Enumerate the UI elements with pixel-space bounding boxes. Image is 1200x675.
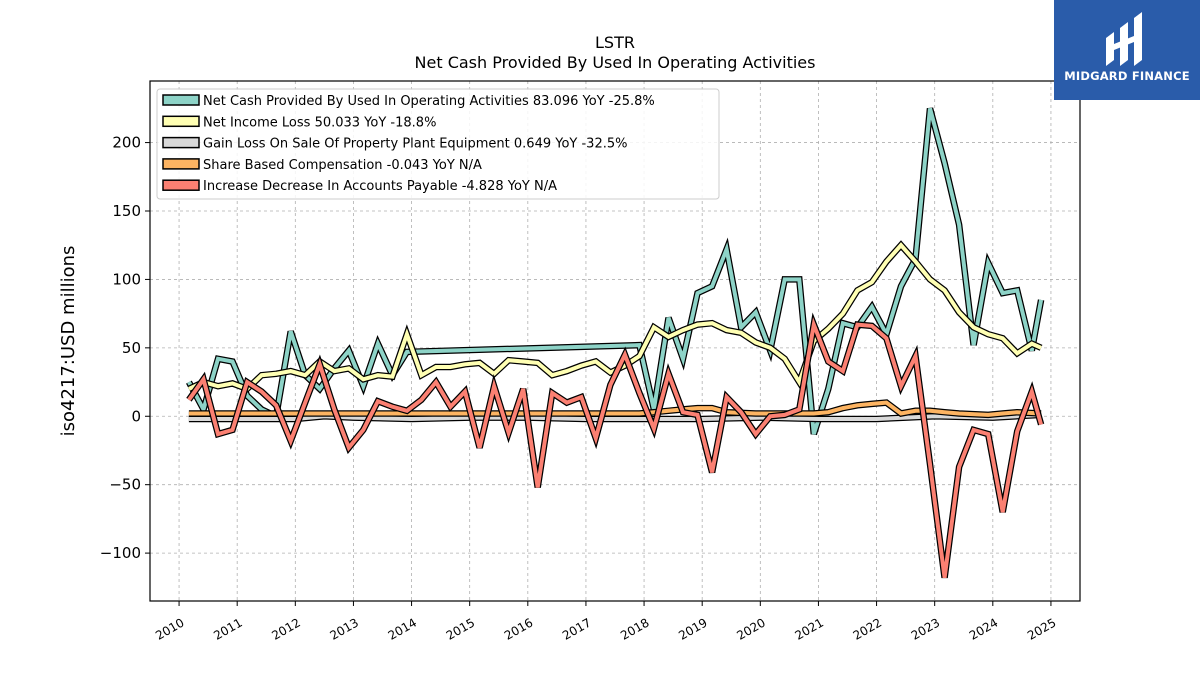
legend-swatch-4: [162, 179, 200, 191]
brand-logo: MIDGARD FINANCE: [1054, 0, 1200, 100]
series-group: [186, 107, 1045, 579]
y-tick-label: −50: [109, 476, 141, 494]
legend-label-4: Increase Decrease In Accounts Payable -4…: [203, 179, 557, 194]
y-tick-label: 100: [112, 270, 141, 288]
y-tick-label: −100: [100, 544, 141, 562]
legend-label-3: Share Based Compensation -0.043 YoY N/A: [203, 158, 482, 173]
midgard-logo-icon: [1106, 12, 1142, 66]
y-axis: −100 −50 0 50 100 150 200: [100, 134, 150, 562]
legend-label-2: Gain Loss On Sale Of Property Plant Equi…: [203, 137, 627, 152]
y-tick-label: 50: [122, 339, 141, 357]
legend-swatch-1: [162, 115, 200, 128]
legend-swatch-2: [162, 136, 200, 149]
legend-label-1: Net Income Loss 50.033 YoY -18.8%: [203, 115, 436, 130]
chart-subtitle: Net Cash Provided By Used In Operating A…: [415, 53, 816, 72]
y-tick-label: 150: [112, 202, 141, 220]
brand-name: MIDGARD FINANCE: [1064, 69, 1190, 83]
chart-title: LSTR: [595, 33, 635, 52]
series-line-0: [187, 107, 1044, 435]
legend-swatch-0: [162, 94, 200, 106]
legend-frame: [156, 88, 720, 200]
legend: Net Cash Provided By Used In Operating A…: [156, 88, 720, 200]
legend-swatch-3: [162, 158, 200, 170]
y-tick-label: 0: [131, 407, 141, 425]
plot-frame: [149, 80, 1081, 602]
y-axis-label: iso4217:USD millions: [58, 246, 79, 437]
legend-label-0: Net Cash Provided By Used In Operating A…: [203, 94, 655, 109]
series-line-4: [187, 317, 1044, 578]
y-tick-label: 200: [112, 134, 141, 152]
